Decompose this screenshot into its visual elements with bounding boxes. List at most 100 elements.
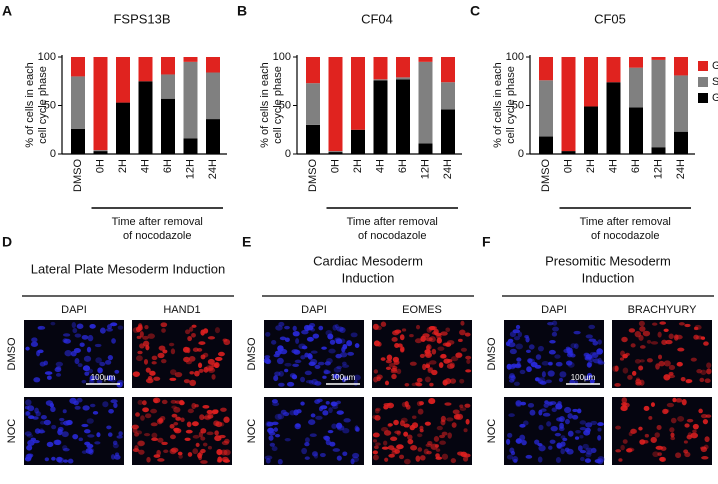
y-tick-label: 0 [285,148,291,160]
cell [579,427,587,431]
cell [353,374,361,381]
cell [508,413,515,418]
cell [322,435,329,440]
micrograph [372,397,472,465]
cell [552,320,558,326]
cell [305,380,313,384]
cell [170,369,177,375]
cell [372,323,379,330]
cell [439,354,447,359]
cell [206,431,214,436]
cell [186,421,192,428]
chart-title: CF04 [361,11,393,26]
x-tick-label: 24H [442,159,454,179]
cell [635,379,642,384]
cell [621,397,628,404]
cell [399,334,405,341]
cell [284,368,289,373]
cell [526,366,532,373]
cell [515,401,522,408]
cell [513,381,520,386]
x-axis-label: Time after removal [580,216,671,228]
cell [336,410,344,415]
cell [564,447,570,453]
cell [178,454,183,459]
cell [94,343,102,348]
cell [459,378,465,384]
cell [404,383,410,387]
panel-letter: D [2,234,12,250]
column-label: BRACHYURY [628,304,698,316]
cell [519,369,526,375]
cell [585,334,593,339]
cell [416,377,423,383]
x-axis-label: Time after removal [347,216,438,228]
x-tick-label: DMSO [72,159,84,192]
cell [404,458,411,465]
cell [422,333,430,338]
cell [574,436,580,440]
cell [677,415,685,422]
cell [419,353,425,358]
cell [185,429,193,434]
bar-segment [306,57,320,84]
cell [44,371,53,375]
cell [136,355,143,362]
bar-segment [116,102,130,154]
cell [140,415,145,421]
cell [656,424,662,431]
cell [440,419,446,426]
cell [584,458,592,463]
cell [200,448,206,454]
cell [321,346,327,350]
cell [194,370,200,377]
cell [74,333,82,338]
cell [572,414,579,420]
bar-segment [138,57,153,82]
cell [588,324,596,330]
cell [452,409,460,415]
cell [336,365,342,370]
cell [403,431,409,437]
cell [221,440,230,446]
cell [109,376,117,383]
cell [279,336,287,341]
cell [654,432,660,438]
cell [507,432,513,438]
cell [411,415,417,419]
cell [319,452,326,458]
cell [650,436,657,444]
cell [336,455,342,461]
cell [85,447,93,454]
cell [435,456,443,460]
cell [437,346,445,351]
panel-title: Presomitic Mesoderm [545,253,671,268]
cell [445,327,451,333]
cell [704,436,710,443]
micrograph [24,397,124,465]
cell [110,322,118,327]
cell [325,330,333,336]
bar-segment [539,80,553,137]
cell [335,338,343,345]
cell [375,407,381,412]
cell [415,455,421,462]
cell [586,450,593,455]
cell [560,441,566,447]
cell [51,424,57,430]
bar-segment [161,98,175,154]
cell [409,361,417,366]
bar-segment [539,136,553,154]
cell [322,375,327,379]
cell [441,453,449,460]
bar-segment [561,151,576,154]
cell [187,335,193,342]
cell [663,328,669,332]
bar-segment [606,82,621,154]
cell [96,432,101,438]
cell [668,333,674,340]
cell [27,405,35,412]
cell [538,424,544,431]
cell [391,336,398,342]
x-tick-label: 4H [607,159,619,173]
